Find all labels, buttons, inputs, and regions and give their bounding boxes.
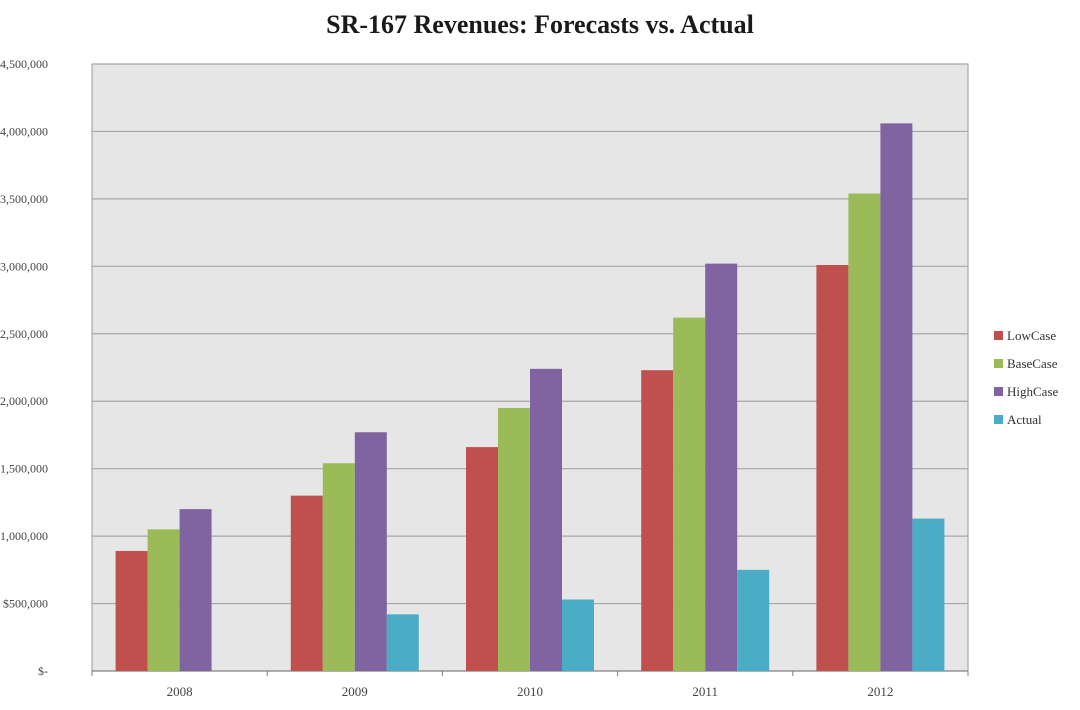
bar-basecase-2010 — [498, 407, 530, 671]
bar-actual-2011 — [737, 569, 770, 671]
legend-swatch-highcase — [994, 387, 1003, 396]
x-tick-label: 2009 — [342, 684, 368, 699]
y-tick-label: $3,500,000 — [0, 192, 48, 206]
bar-basecase-2012 — [848, 193, 881, 671]
y-tick-label: $500,000 — [3, 597, 48, 611]
bar-lowcase-2009 — [290, 495, 323, 671]
bar-highcase-2010 — [530, 368, 562, 671]
bar-lowcase-2010 — [466, 447, 498, 671]
legend-label-actual: Actual — [1007, 412, 1042, 427]
y-tick-label: $- — [38, 664, 48, 678]
bar-highcase-2012 — [880, 123, 913, 671]
bar-actual-2012 — [912, 518, 945, 671]
y-tick-label: $4,000,000 — [0, 124, 48, 138]
bars — [115, 123, 945, 671]
legend-label-basecase: BaseCase — [1007, 356, 1058, 371]
y-tick-label: $2,000,000 — [0, 394, 48, 408]
x-tick-label: 2008 — [167, 684, 193, 699]
y-axis-tick-labels: $- $500,000 $1,000,000 $1,500,000 $2,000,000… — [0, 57, 48, 678]
legend-swatch-lowcase — [994, 331, 1003, 340]
bar-basecase-2011 — [673, 317, 706, 671]
bar-highcase-2009 — [354, 432, 387, 671]
legend: LowCase BaseCase HighCase Actual — [994, 328, 1059, 427]
legend-label-lowcase: LowCase — [1007, 328, 1056, 343]
bar-basecase-2009 — [322, 463, 355, 671]
legend-swatch-actual — [994, 415, 1003, 424]
y-tick-label: $1,000,000 — [0, 529, 48, 543]
y-tick-label: $1,500,000 — [0, 462, 48, 476]
bar-actual-2010 — [562, 599, 594, 671]
bar-lowcase-2011 — [641, 370, 674, 671]
legend-label-highcase: HighCase — [1007, 384, 1059, 399]
y-tick-label: $2,500,000 — [0, 327, 48, 341]
bar-highcase-2008 — [179, 509, 212, 671]
bar-highcase-2011 — [705, 263, 738, 671]
bar-actual-2009 — [386, 614, 419, 671]
bar-lowcase-2012 — [816, 264, 849, 671]
x-tick-label: 2011 — [692, 684, 718, 699]
chart-title: SR-167 Revenues: Forecasts vs. Actual — [326, 10, 754, 39]
legend-swatch-basecase — [994, 359, 1003, 368]
bar-basecase-2008 — [147, 529, 180, 671]
x-tick-label: 2012 — [867, 684, 893, 699]
y-tick-label: $3,000,000 — [0, 259, 48, 273]
y-tick-label: $4,500,000 — [0, 57, 48, 71]
bar-lowcase-2008 — [115, 550, 148, 671]
x-tick-label: 2010 — [517, 684, 543, 699]
x-axis-category-labels: 2008 2009 2010 2011 2012 — [91, 671, 969, 699]
